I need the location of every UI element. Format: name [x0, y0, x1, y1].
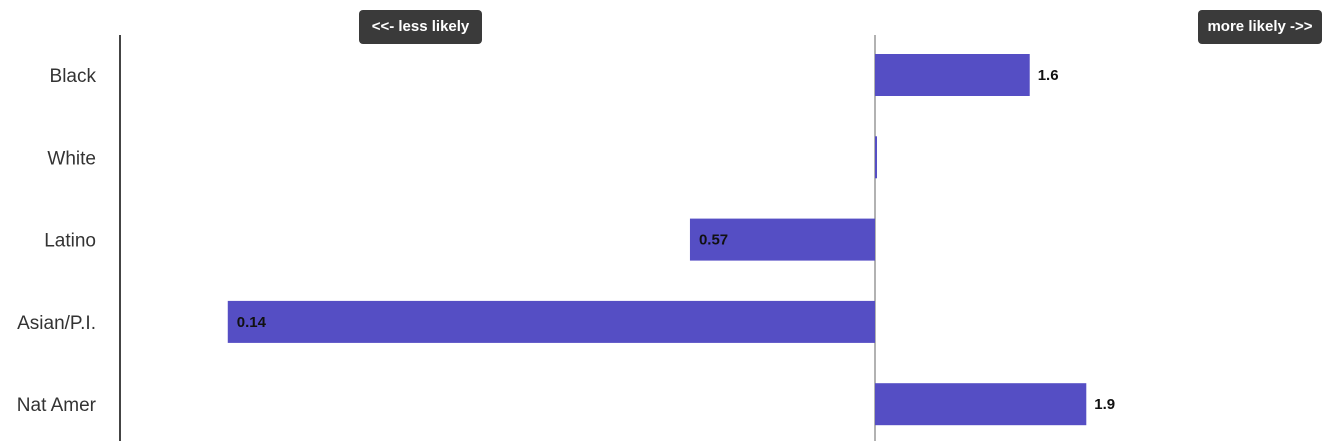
bars-layer — [227, 54, 1087, 426]
value-label: 1.9 — [1094, 396, 1115, 413]
category-label: Nat Amer — [17, 395, 97, 416]
bar — [227, 300, 876, 343]
value-label: 1.6 — [1038, 67, 1059, 84]
less-likely-button[interactable]: <<- less likely — [359, 10, 482, 44]
bar — [875, 54, 1030, 96]
labels-layer: Black 1.6 White Latino 0.57 Asian/P.I. 0.14 Nat… — [17, 66, 1115, 416]
bar — [875, 383, 1087, 426]
category-label: White — [47, 148, 96, 169]
category-label: Latino — [44, 231, 96, 252]
category-label: Black — [50, 66, 97, 87]
value-label: 0.57 — [699, 232, 728, 249]
bar — [689, 218, 875, 261]
bar — [875, 136, 877, 179]
more-likely-button[interactable]: more likely ->> — [1198, 10, 1322, 44]
value-label: 0.14 — [237, 314, 267, 331]
category-label: Asian/P.I. — [17, 313, 96, 334]
